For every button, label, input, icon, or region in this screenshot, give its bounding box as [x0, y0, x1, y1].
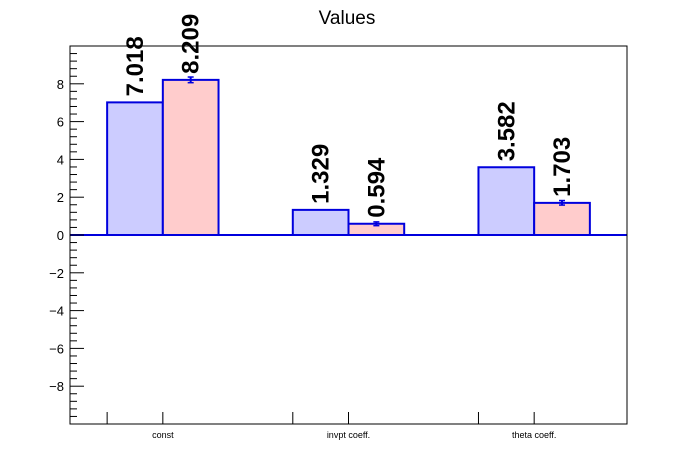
- y-tick-label: 6: [57, 115, 64, 130]
- labels-layer: 7.018 1.329 3.582 8.209 0.594 1.703 −8 −6 −4 −2 0 2…: [49, 14, 576, 440]
- x-tick-label: invpt coeff.: [327, 430, 370, 440]
- y-tick-label: 8: [57, 77, 64, 92]
- bar-outline-s1-2: [291, 208, 350, 235]
- bar-s2-invpt-coeff-: [348, 223, 405, 235]
- bar-s1-const: [107, 102, 163, 235]
- chart-title: Values: [319, 8, 376, 29]
- y-tick-label: −6: [49, 341, 64, 356]
- x-tick-label: const: [152, 430, 174, 440]
- bar-s1-invpt-coeff-: [292, 209, 349, 235]
- y-tick-label: 2: [57, 190, 64, 205]
- bar-outline-s1-3: [477, 166, 536, 235]
- data-label-s2-2: 0.594: [363, 157, 390, 218]
- bar-s1-theta-coeff-: [478, 167, 535, 235]
- x-tick-label: theta coeff.: [512, 430, 556, 440]
- y-tick-label: −4: [49, 304, 64, 319]
- y-tick-label: 0: [57, 228, 64, 243]
- axis-layer: [70, 45, 535, 425]
- data-label-s1-3: 3.582: [493, 101, 520, 161]
- y-tick-label: 4: [57, 152, 64, 167]
- bar-s2-const: [162, 79, 219, 235]
- y-tick-label: −2: [49, 266, 64, 281]
- data-label-s2-1: 8.209: [178, 14, 205, 74]
- data-label-s1-1: 7.018: [122, 36, 149, 96]
- bar-s2-theta-coeff-: [534, 202, 590, 235]
- y-tick-label: −8: [49, 379, 64, 394]
- data-label-s2-3: 1.703: [549, 137, 576, 197]
- data-label-s1-2: 1.329: [308, 144, 335, 204]
- bars-layer: [106, 76, 591, 235]
